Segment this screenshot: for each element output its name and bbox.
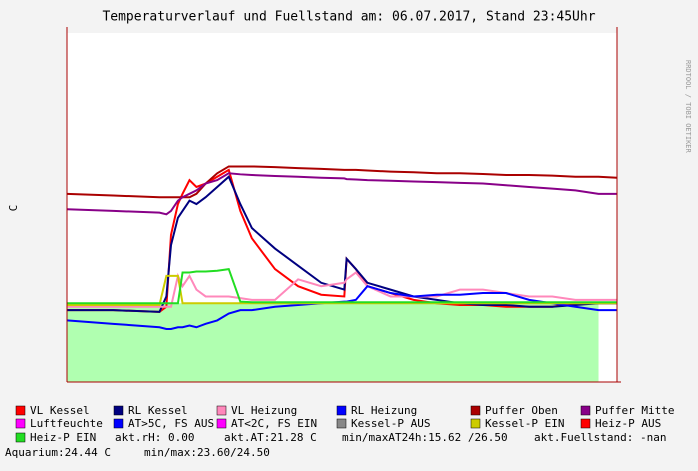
legend-swatch xyxy=(216,405,227,416)
legend-swatch xyxy=(113,405,124,416)
legend-label: AT>5C, FS AUS xyxy=(128,417,214,430)
legend-label: RL Heizung xyxy=(351,404,417,417)
info-text: akt.AT:21.28 C xyxy=(224,431,317,444)
info-text: akt.Fuellstand: -nan xyxy=(534,431,666,444)
legend-swatch xyxy=(113,418,124,429)
series-line xyxy=(67,267,617,305)
legend-label: Heiz-P AUS xyxy=(595,417,661,430)
legend-swatch xyxy=(336,405,347,416)
legend-label: Luftfeuchte xyxy=(30,417,103,430)
series-line xyxy=(67,168,617,313)
legend-label: VL Heizung xyxy=(231,404,297,417)
legend-swatch xyxy=(15,432,26,443)
legend-label: Heiz-P EIN xyxy=(30,431,96,444)
area xyxy=(67,303,599,382)
legend-swatch xyxy=(15,405,26,416)
series-line xyxy=(66,172,617,216)
legend-swatch xyxy=(216,418,227,429)
legend-label: Puffer Oben xyxy=(485,404,558,417)
info-text: min/maxAT24h:15.62 /26.50 xyxy=(342,431,508,444)
legend-swatch xyxy=(580,418,591,429)
chart-title: Temperaturverlauf und Fuellstand am: 06.… xyxy=(102,10,595,25)
legend-label: Puffer Mitte xyxy=(595,404,674,417)
series-line xyxy=(67,175,617,313)
legend-label: Kessel-P AUS xyxy=(351,417,430,430)
watermark: RRDTOOL / TOBI OETIKER xyxy=(684,60,692,154)
legend-label: RL Kessel xyxy=(128,404,188,417)
y-axis-label: C xyxy=(7,205,20,212)
info-text: min/max:23.60/24.50 xyxy=(144,446,270,459)
legend-label: Kessel-P EIN xyxy=(485,417,564,430)
series-line xyxy=(67,274,617,307)
info-text: Aquarium:24.44 C xyxy=(5,446,111,459)
legend-label: AT<2C, FS EIN xyxy=(231,417,317,430)
legend-swatch xyxy=(336,418,347,429)
info-text: akt.rH: 0.00 xyxy=(115,431,194,444)
legend-swatch xyxy=(15,418,26,429)
series-line xyxy=(66,165,618,199)
legend-swatch xyxy=(580,405,591,416)
legend-label: VL Kessel xyxy=(30,404,90,417)
legend-swatch xyxy=(470,418,481,429)
legend-swatch xyxy=(470,405,481,416)
